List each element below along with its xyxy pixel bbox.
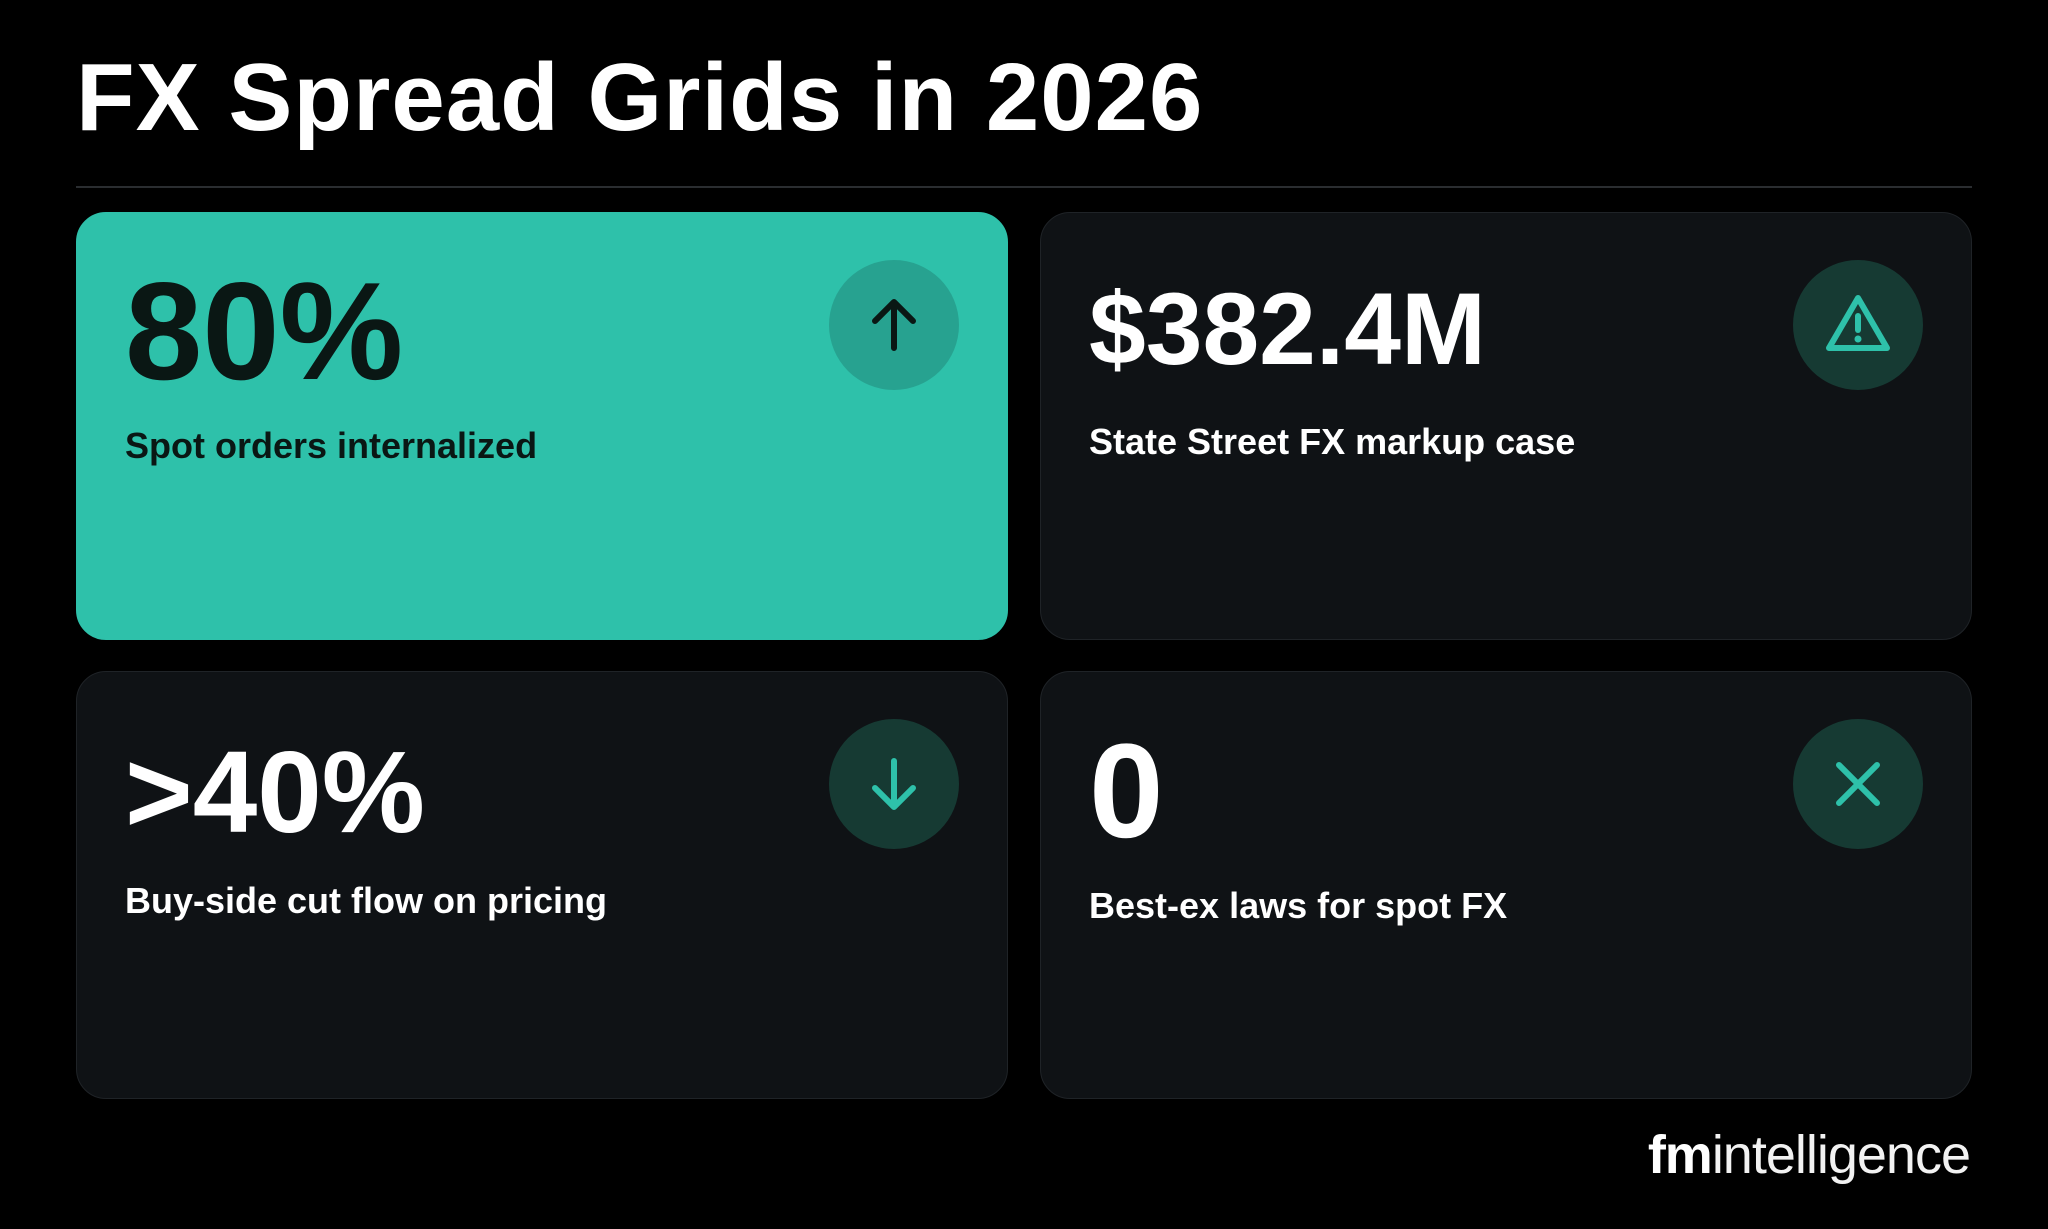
icon-warning <box>1793 260 1923 390</box>
logo-light: intelligence <box>1711 1125 1971 1185</box>
stat-label: State Street FX markup case <box>1089 421 1576 462</box>
stat-value: $382.4M <box>1089 272 1486 386</box>
divider <box>76 186 1972 188</box>
stat-card: 0 Best-ex laws for spot FX <box>1040 671 1972 1099</box>
stat-value: 80% <box>125 254 404 409</box>
stat-label: Best-ex laws for spot FX <box>1089 885 1508 926</box>
icon-down <box>829 719 959 849</box>
logo: fmintelligence <box>1647 1125 1971 1185</box>
icon-close <box>1793 719 1923 849</box>
logo-bold: fm <box>1647 1125 1713 1185</box>
stat-card: $382.4M State Street FX markup case <box>1040 212 1972 640</box>
stat-label: Buy-side cut flow on pricing <box>125 880 608 921</box>
stat-value: >40% <box>125 727 425 857</box>
stat-label: Spot orders internalized <box>125 425 538 466</box>
title: FX Spread Grids in 2026 <box>76 44 1204 151</box>
stat-card: >40% Buy-side cut flow on pricing <box>76 671 1008 1099</box>
icon-up <box>829 260 959 390</box>
stat-card: 80% Spot orders internalized <box>76 212 1008 640</box>
stat-value: 0 <box>1089 717 1164 866</box>
